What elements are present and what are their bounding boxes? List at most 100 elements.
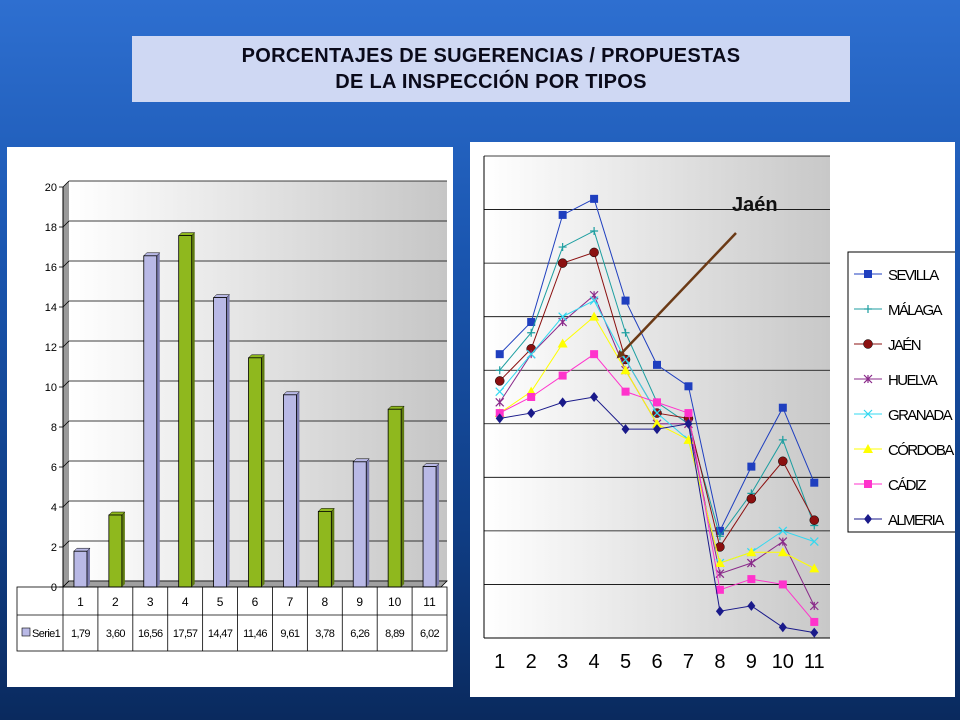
bar-front bbox=[213, 297, 227, 588]
bar-grid-diag bbox=[62, 460, 70, 468]
data-table-border bbox=[16, 586, 448, 652]
bar-top bbox=[143, 252, 161, 257]
bar-xtick-label: 7 bbox=[287, 595, 294, 609]
line-xtick-label: 7 bbox=[683, 651, 694, 673]
bar-top bbox=[178, 232, 196, 236]
data-point bbox=[715, 585, 724, 594]
bar-xtick-label: 2 bbox=[112, 595, 119, 609]
data-point bbox=[495, 397, 505, 407]
bar bbox=[143, 252, 161, 588]
data-point bbox=[746, 558, 756, 568]
line-chart: 1 2 3 4 5 6 7 8 9 10 11 Jaén SEVILLA MÁLAGA JAÉN HUELVA… bbox=[483, 155, 957, 673]
data-point bbox=[715, 526, 724, 535]
legend-item: SEVILLA bbox=[854, 267, 941, 284]
data-point bbox=[495, 413, 504, 424]
bar-top bbox=[247, 354, 266, 359]
bar-value-label: 6,26 bbox=[350, 628, 369, 640]
data-point bbox=[777, 547, 788, 557]
line-xtick-label: 10 bbox=[772, 651, 794, 673]
legend-item: HUELVA bbox=[854, 372, 939, 389]
data-point bbox=[527, 328, 536, 337]
bar-front bbox=[317, 510, 332, 588]
bar bbox=[317, 508, 335, 588]
legend-item: GRANADA bbox=[854, 407, 954, 424]
bar-side bbox=[86, 548, 90, 587]
bar-value-label: 3,60 bbox=[106, 628, 125, 640]
bar-top bbox=[387, 405, 405, 410]
legend-label: JAÉN bbox=[888, 337, 921, 354]
bar-ytick-label: 0 bbox=[51, 582, 57, 594]
legend-label: HUELVA bbox=[888, 372, 938, 389]
bar-grid-diag bbox=[62, 260, 70, 268]
bar-side bbox=[296, 391, 300, 587]
bar-grid-diag bbox=[62, 420, 70, 428]
data-point bbox=[558, 243, 567, 252]
data-point bbox=[558, 371, 567, 380]
data-point bbox=[778, 622, 787, 633]
data-point bbox=[809, 537, 819, 547]
bar-grid-diag bbox=[62, 180, 70, 188]
bar-side bbox=[261, 354, 265, 587]
bar-ytick-label: 20 bbox=[45, 182, 57, 194]
bar-value-label: 17,57 bbox=[173, 628, 198, 640]
data-point bbox=[714, 558, 725, 568]
line-chart-panel: 1 2 3 4 5 6 7 8 9 10 11 Jaén SEVILLA MÁLAGA JAÉN HUELVA… bbox=[470, 142, 957, 697]
line-xtick-label: 1 bbox=[494, 651, 505, 673]
data-point bbox=[864, 514, 872, 524]
bar-front bbox=[352, 461, 367, 588]
data-point bbox=[778, 456, 788, 467]
bar-xtick-label: 9 bbox=[356, 595, 363, 609]
data-point bbox=[778, 580, 787, 589]
data-point bbox=[653, 360, 661, 369]
data-point bbox=[590, 392, 599, 402]
data-point bbox=[527, 318, 536, 327]
legend-label: GRANADA bbox=[888, 407, 953, 424]
data-point bbox=[557, 338, 568, 348]
bar bbox=[352, 458, 370, 588]
bar bbox=[282, 391, 301, 588]
data-point bbox=[810, 478, 819, 487]
bar-side bbox=[436, 463, 440, 587]
line-xtick-label: 6 bbox=[651, 651, 662, 673]
bar-value-label: 3,78 bbox=[315, 628, 334, 640]
data-point bbox=[495, 409, 504, 418]
data-point bbox=[621, 296, 630, 305]
data-point bbox=[590, 350, 599, 359]
legend-item: MÁLAGA bbox=[854, 302, 944, 319]
data-point bbox=[653, 424, 661, 435]
title-line-2: DE LA INSPECCIÓN POR TIPOS bbox=[335, 71, 647, 93]
data-point bbox=[746, 494, 757, 504]
bar-ytick-label: 4 bbox=[51, 502, 57, 514]
bar bbox=[73, 547, 91, 588]
data-point bbox=[526, 349, 536, 359]
data-point bbox=[746, 547, 757, 557]
legend-label: CÁDIZ bbox=[888, 477, 926, 494]
series-key-swatch bbox=[21, 627, 31, 637]
bar bbox=[108, 511, 126, 588]
data-point bbox=[864, 270, 872, 278]
bar-ytick-label: 14 bbox=[45, 302, 57, 314]
bar-value-label: 8,89 bbox=[385, 628, 404, 640]
line-xtick-label: 5 bbox=[620, 651, 631, 673]
legend-label: CÓRDOBA bbox=[888, 442, 954, 459]
data-point bbox=[684, 418, 693, 429]
bar-xtick-label: 5 bbox=[217, 595, 224, 609]
data-point bbox=[527, 393, 536, 401]
data-point bbox=[589, 311, 600, 321]
bar-value-label: 9,61 bbox=[280, 628, 299, 640]
data-point bbox=[621, 387, 630, 396]
data-point bbox=[558, 210, 567, 219]
bar-xtick-label: 8 bbox=[321, 595, 328, 609]
data-point bbox=[652, 418, 662, 428]
bar-top bbox=[212, 294, 231, 298]
data-point bbox=[621, 424, 630, 435]
data-point bbox=[810, 627, 819, 638]
series-sevilla bbox=[495, 194, 819, 535]
data-point bbox=[653, 398, 661, 407]
data-point bbox=[809, 563, 820, 573]
data-point bbox=[589, 247, 599, 258]
bar bbox=[212, 294, 231, 588]
bar bbox=[178, 232, 196, 588]
annotation-label: Jaén bbox=[732, 194, 778, 216]
bar-value-label: 1,79 bbox=[71, 628, 90, 640]
